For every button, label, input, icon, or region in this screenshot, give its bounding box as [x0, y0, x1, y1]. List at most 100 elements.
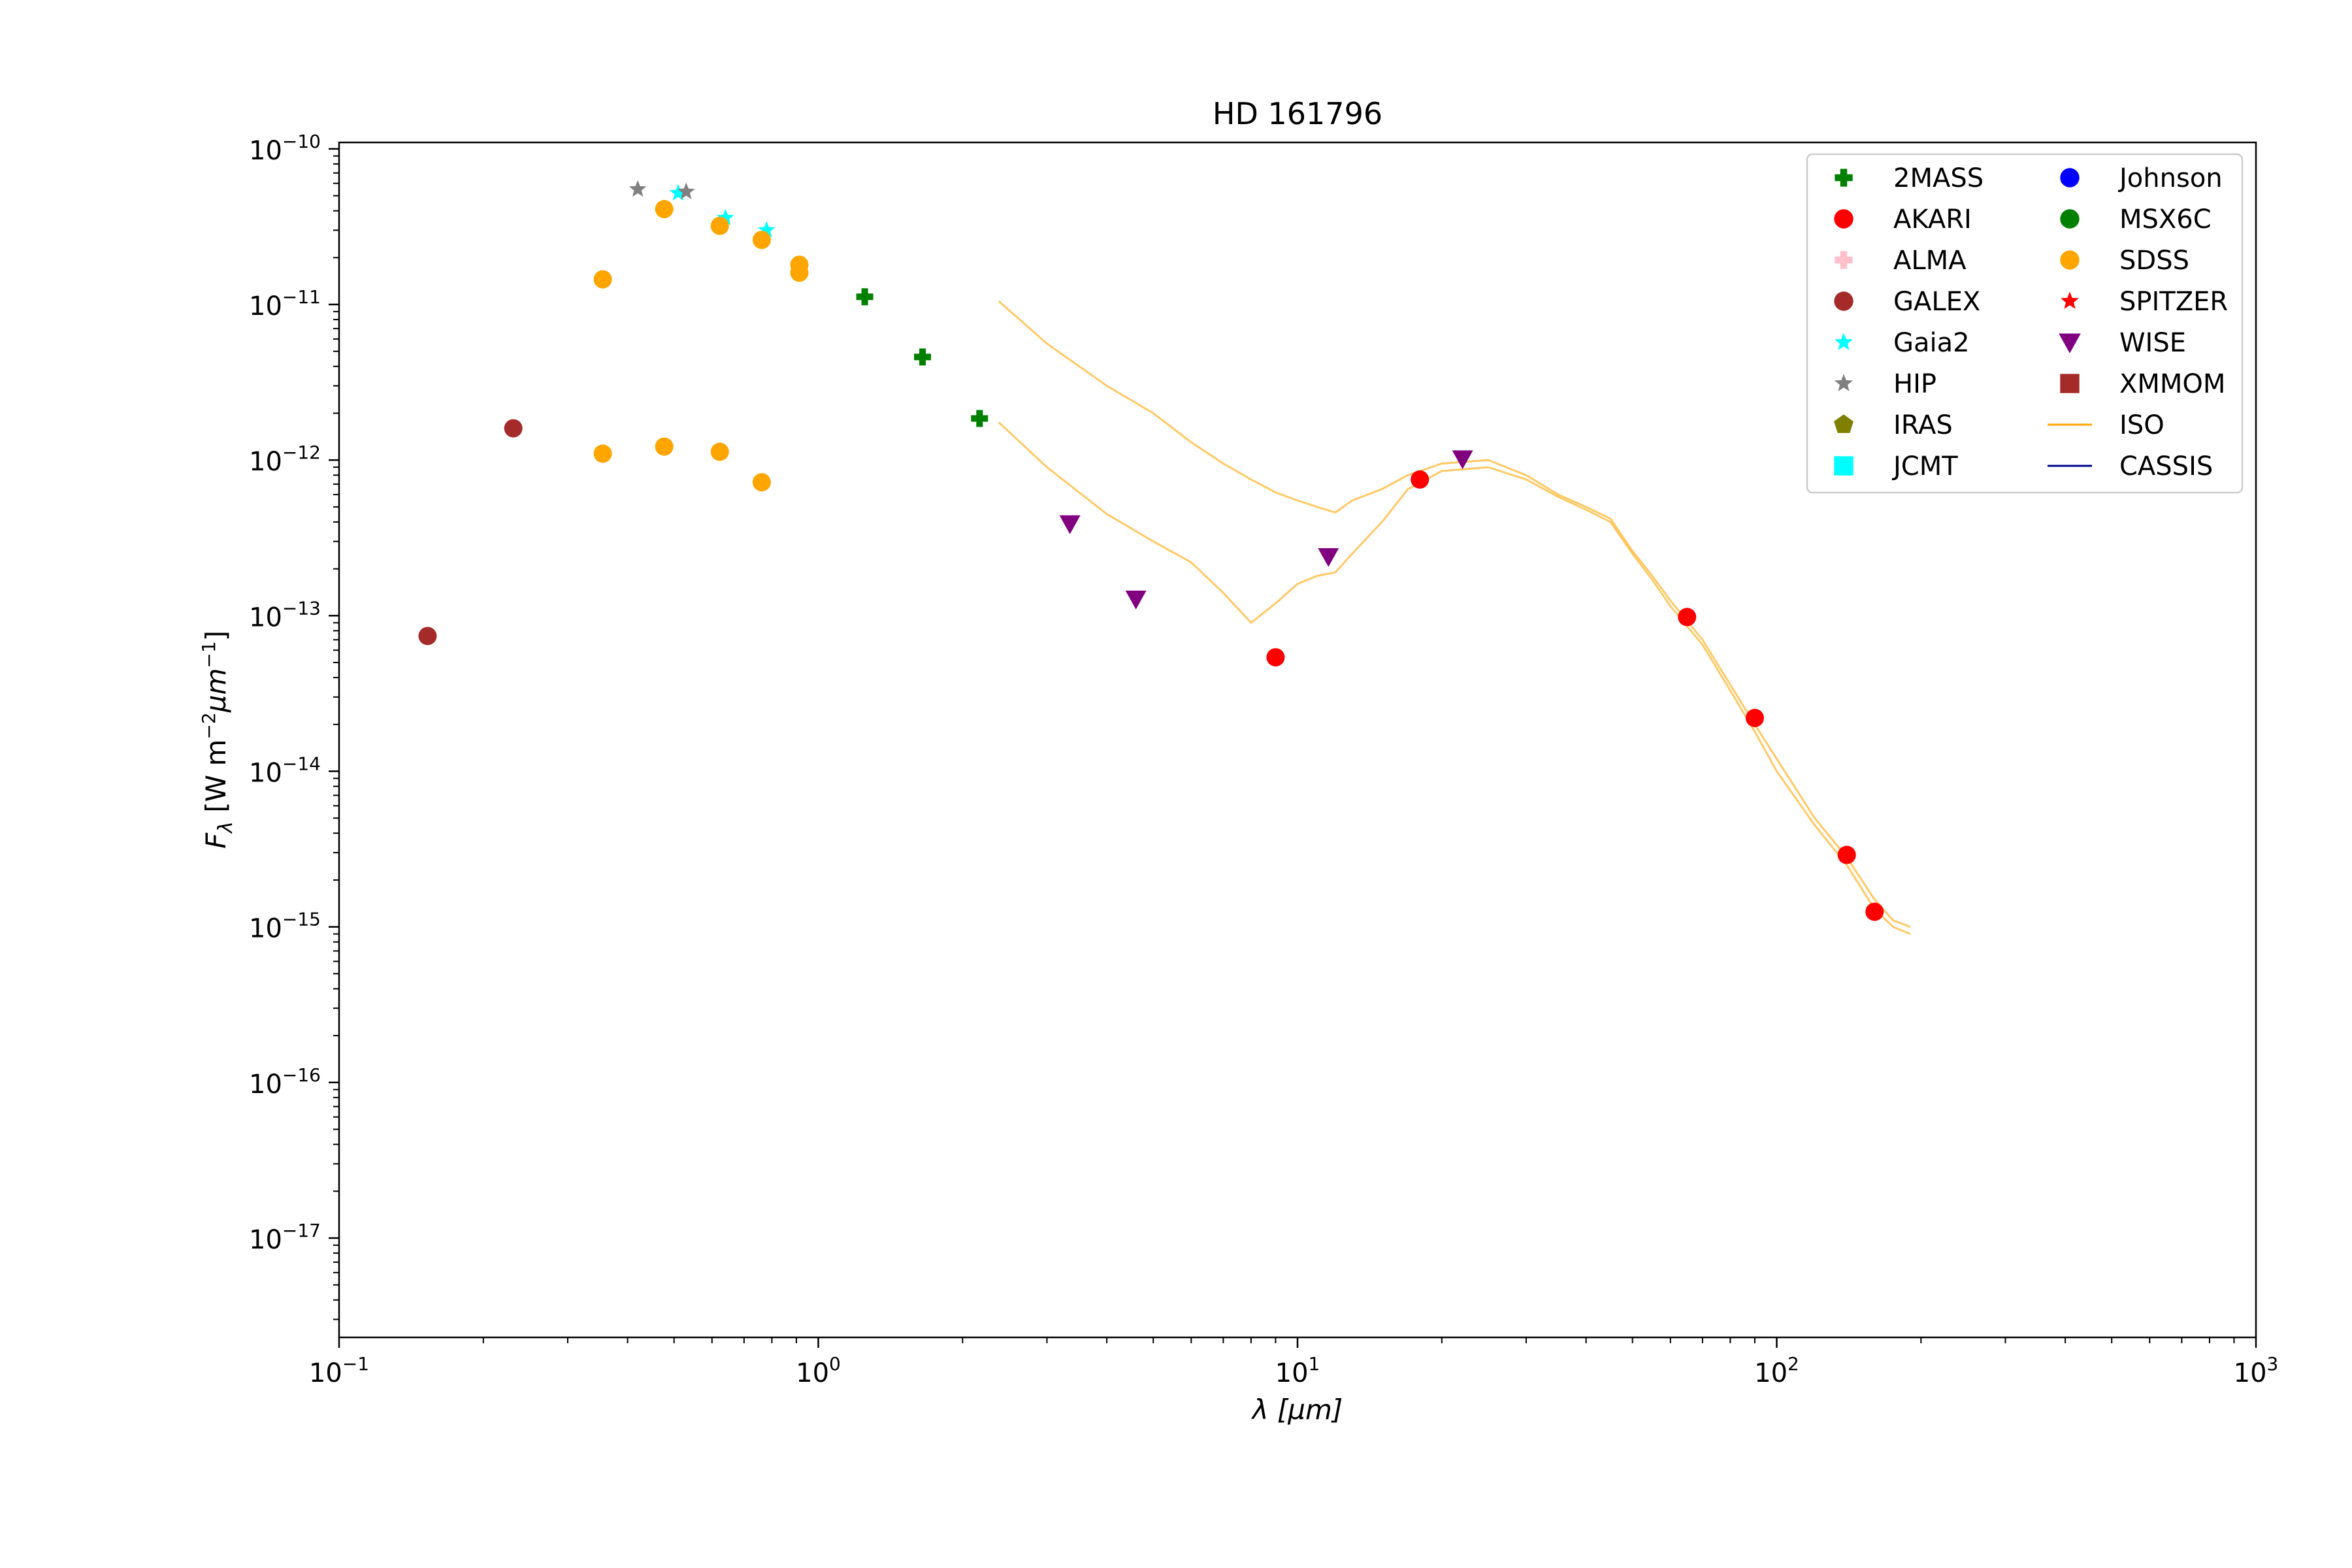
legend-entry-akari: AKARI	[1834, 204, 1972, 235]
legend-marker-alma	[1835, 251, 1853, 269]
data-point-wise-2	[1318, 547, 1339, 567]
series-sdss	[593, 200, 809, 492]
legend-label-xmmom: XMMOM	[2119, 369, 2225, 399]
legend-entry-hip: HIP	[1835, 369, 1936, 399]
y-tick-label-6: 10−16	[249, 1064, 321, 1100]
data-point-galex-1	[504, 419, 523, 438]
data-point-sdss-2	[710, 216, 729, 235]
y-tick-label-2: 10−12	[249, 442, 321, 477]
legend-label-wise: WISE	[2119, 328, 2186, 358]
legend-entry-spitzer: SPITZER	[2061, 287, 2228, 317]
legend-label-cassis: CASSIS	[2119, 451, 2213, 482]
data-point-2mass-0	[856, 288, 874, 306]
data-point-sdss-8	[710, 442, 729, 461]
legend-marker-2mass	[1835, 169, 1853, 187]
legend-label-iso: ISO	[2119, 410, 2164, 440]
legend-entry-gaia2: Gaia2	[1835, 328, 1970, 358]
y-tick-label-5: 10−15	[249, 909, 321, 944]
legend-label-2mass: 2MASS	[1893, 163, 1984, 193]
data-point-akari-5	[1865, 902, 1884, 921]
data-point-akari-1	[1411, 470, 1429, 489]
legend-label-jcmt: JCMT	[1891, 451, 1958, 482]
x-tick-label-0: 10−1	[309, 1353, 369, 1388]
data-point-2mass-1	[914, 348, 932, 366]
y-tick-label-4: 10−14	[249, 753, 321, 789]
data-point-hip-1	[677, 182, 695, 199]
legend-entry-galex: GALEX	[1834, 287, 1980, 317]
legend-box	[1806, 153, 2244, 494]
data-point-wise-3	[1452, 450, 1473, 470]
spectrum-line-iso-0	[998, 300, 1911, 928]
legend-entry-wise: WISE	[2059, 328, 2186, 358]
series-2mass	[856, 288, 988, 427]
legend-label-iras: IRAS	[1893, 410, 1953, 440]
data-point-wise-0	[1059, 515, 1081, 534]
series-gaia2	[669, 184, 776, 238]
data-point-akari-0	[1266, 648, 1285, 667]
x-tick-label-3: 102	[1754, 1353, 1799, 1388]
legend-label-spitzer: SPITZER	[2119, 287, 2228, 317]
data-point-gaia2-1	[717, 208, 734, 225]
data-point-akari-3	[1745, 708, 1764, 727]
data-point-gaia2-0	[669, 184, 687, 201]
legend-label-galex: GALEX	[1893, 287, 1980, 317]
data-point-sdss-7	[655, 437, 674, 456]
legend-marker-hip	[1835, 374, 1853, 391]
legend: 2MASS AKARI ALMA GALEX Gaia2 HIP IRAS JCMT Johns…	[1806, 153, 2244, 494]
x-axis-label: λ [μm]	[1251, 1394, 1343, 1426]
legend-marker-xmmom	[2060, 374, 2080, 393]
legend-marker-akari	[1834, 209, 1854, 229]
legend-entry-jcmt: JCMT	[1834, 451, 1958, 482]
legend-marker-gaia2	[1835, 333, 1853, 350]
legend-label-msx6c: MSX6C	[2119, 204, 2212, 235]
series-wise	[1059, 450, 1473, 610]
data-point-sdss-5	[790, 263, 809, 282]
y-tick-label-1: 10−11	[249, 286, 321, 321]
x-tick-label-1: 100	[796, 1353, 841, 1388]
data-point-hip-0	[629, 180, 647, 197]
data-point-gaia2-2	[758, 221, 776, 238]
legend-label-johnson: Johnson	[2117, 163, 2223, 193]
legend-entry-iras: IRAS	[1834, 410, 1953, 440]
data-point-sdss-3	[752, 231, 771, 250]
legend-marker-wise	[2059, 333, 2081, 353]
data-point-akari-4	[1837, 845, 1856, 864]
spectrum-line-iso-1	[998, 421, 1911, 935]
legend-marker-jcmt	[1834, 456, 1854, 476]
series-hip	[629, 180, 695, 199]
legend-label-alma: ALMA	[1893, 246, 1967, 276]
legend-entry-johnson: Johnson	[2060, 163, 2223, 193]
legend-entry-iso: ISO	[2048, 410, 2164, 440]
legend-entry-msx6c: MSX6C	[2060, 204, 2212, 235]
data-point-galex-0	[418, 627, 437, 645]
chart-title: HD 161796	[1213, 96, 1382, 131]
legend-label-gaia2: Gaia2	[1893, 328, 1970, 358]
spectra-layer	[998, 300, 1911, 935]
data-point-2mass-2	[971, 410, 988, 427]
legend-entry-cassis: CASSIS	[2048, 451, 2213, 482]
legend-entry-xmmom: XMMOM	[2060, 369, 2225, 399]
data-point-sdss-9	[752, 473, 771, 492]
legend-label-akari: AKARI	[1893, 204, 1972, 235]
legend-marker-spitzer	[2061, 291, 2079, 309]
y-tick-label-0: 10−10	[249, 131, 321, 166]
legend-marker-johnson	[2060, 168, 2080, 188]
legend-marker-iras	[1834, 414, 1854, 433]
x-tick-label-2: 101	[1275, 1353, 1320, 1388]
legend-entry-alma: ALMA	[1835, 246, 1967, 276]
legend-marker-msx6c	[2060, 209, 2080, 229]
legend-label-sdss: SDSS	[2119, 246, 2189, 276]
data-point-sdss-1	[655, 200, 674, 219]
y-tick-label-3: 10−13	[249, 597, 321, 632]
points-layer	[418, 180, 1884, 921]
legend-label-hip: HIP	[1893, 369, 1936, 399]
data-point-akari-2	[1678, 608, 1697, 627]
data-point-sdss-6	[593, 444, 612, 463]
y-axis-label: Fλ [W m−2μm−1]	[198, 630, 237, 849]
y-tick-label-7: 10−17	[249, 1220, 321, 1255]
legend-entry-2mass: 2MASS	[1835, 163, 1984, 193]
legend-marker-sdss	[2060, 250, 2080, 270]
series-galex	[418, 419, 523, 645]
data-point-wise-1	[1125, 591, 1147, 610]
